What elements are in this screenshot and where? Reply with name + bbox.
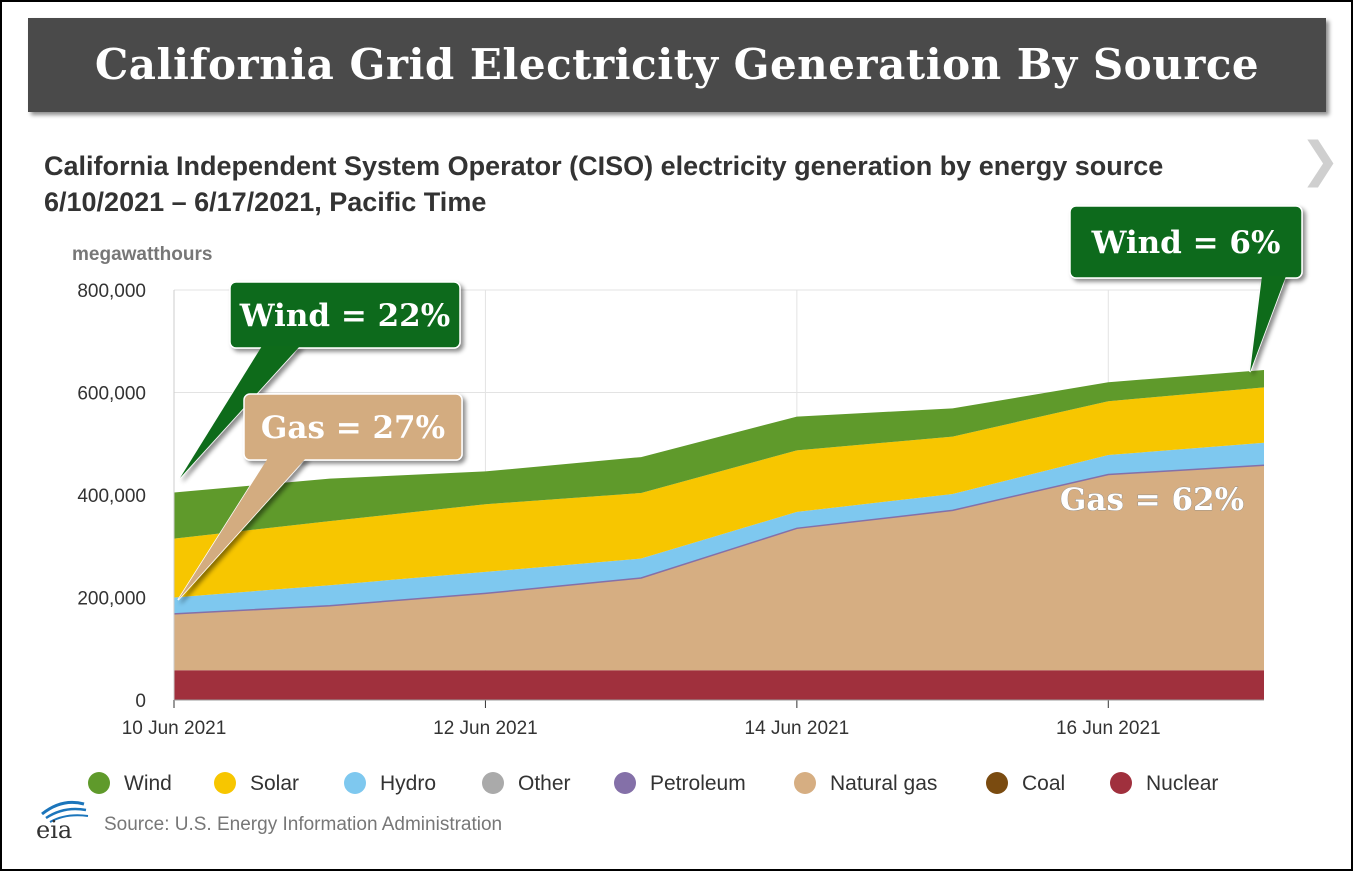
legend-item-nuclear[interactable]: Nuclear xyxy=(1110,770,1218,798)
x-tick-label: 16 Jun 2021 xyxy=(1056,718,1161,739)
legend-item-coal[interactable]: Coal xyxy=(986,770,1065,798)
area-wind xyxy=(174,369,1264,539)
area-solar xyxy=(174,387,1264,598)
axes: 0 200,000 400,000 600,000 800,000 megawatthou… xyxy=(72,244,1264,739)
area-nuclear xyxy=(174,670,1264,700)
legend-marker xyxy=(88,772,110,794)
callout-wind-end-text: Wind = 6% xyxy=(1091,225,1281,261)
eia-logo-icon: eia xyxy=(36,800,89,840)
next-arrow-icon[interactable]: ❯ xyxy=(1300,132,1341,188)
y-tick-label: 0 xyxy=(135,691,146,712)
callout-wind-end-box xyxy=(1069,205,1303,279)
y-axis-unit: megawatthours xyxy=(72,244,212,265)
label-gas-end: Gas = 62% xyxy=(1060,482,1244,518)
legend-marker xyxy=(794,772,816,794)
x-tick-label: 12 Jun 2021 xyxy=(433,718,538,739)
legend-label: Coal xyxy=(1022,772,1066,795)
legend-item-other[interactable]: Other xyxy=(482,770,571,798)
legend-label: Wind xyxy=(124,772,172,795)
y-tick-label: 400,000 xyxy=(77,486,146,507)
legend-marker xyxy=(614,772,636,794)
legend-marker xyxy=(986,772,1008,794)
y-tick-label: 800,000 xyxy=(77,281,146,302)
callouts: Wind = 22% Gas = 27% Wind = 6% Gas = 62% xyxy=(177,205,1303,601)
legend-item-wind[interactable]: Wind xyxy=(88,770,172,798)
stacked-areas xyxy=(173,369,1265,700)
legend-label: Natural gas xyxy=(830,772,938,795)
legend-label: Nuclear xyxy=(1146,772,1219,795)
legend-item-hydro[interactable]: Hydro xyxy=(344,770,436,798)
legend-marker xyxy=(344,772,366,794)
petroleum-line xyxy=(173,464,1265,615)
legend-marker xyxy=(482,772,504,794)
banner-title: California Grid Electricity Generation B… xyxy=(94,40,1260,89)
area-hydro xyxy=(174,442,1264,614)
legend-item-natural-gas[interactable]: Natural gas xyxy=(794,770,937,798)
legend-label: Petroleum xyxy=(650,772,746,795)
legend-label: Hydro xyxy=(380,772,437,795)
callout-gas-start-text: Gas = 27% xyxy=(261,410,445,446)
y-tick-label: 600,000 xyxy=(77,384,146,405)
legend-label: Other xyxy=(518,772,571,795)
callout-wind-start-text: Wind = 22% xyxy=(239,298,450,334)
legend-marker xyxy=(1110,772,1132,794)
chart-subtitle: California Independent System Operator (… xyxy=(44,151,1164,217)
y-tick-label: 200,000 xyxy=(77,589,146,610)
legend-label: Solar xyxy=(250,772,300,795)
legend-item-solar[interactable]: Solar xyxy=(214,770,299,798)
legend-item-petroleum[interactable]: Petroleum xyxy=(614,770,746,798)
callout-wind-start-box xyxy=(229,281,461,349)
eia-logo-text: eia xyxy=(36,816,72,840)
callout-gas-start-box xyxy=(243,393,463,461)
x-tick-label: 14 Jun 2021 xyxy=(745,718,850,739)
x-tick-label: 10 Jun 2021 xyxy=(122,718,227,739)
banner: California Grid Electricity Generation B… xyxy=(28,18,1326,112)
area-natural-gas xyxy=(174,465,1264,671)
legend-marker xyxy=(214,772,236,794)
source-note: Source: U.S. Energy Information Administ… xyxy=(104,814,503,835)
